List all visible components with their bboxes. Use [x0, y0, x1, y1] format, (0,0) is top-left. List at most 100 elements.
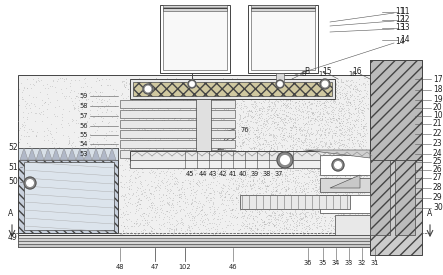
Point	[351, 197, 358, 202]
Point	[262, 180, 269, 184]
Point	[208, 100, 215, 105]
Point	[177, 140, 184, 144]
Point	[342, 128, 350, 132]
Point	[278, 78, 285, 82]
Point	[133, 109, 140, 114]
Point	[348, 210, 355, 215]
Point	[310, 92, 317, 97]
Point	[257, 181, 264, 186]
Point	[187, 118, 194, 122]
Point	[129, 94, 136, 99]
Point	[294, 174, 301, 178]
Point	[134, 127, 141, 132]
Point	[318, 175, 325, 180]
Point	[357, 166, 364, 170]
Point	[352, 141, 359, 145]
Point	[323, 149, 330, 153]
Point	[361, 159, 368, 164]
Point	[252, 222, 259, 227]
Point	[272, 170, 279, 174]
Point	[310, 81, 317, 86]
Point	[311, 174, 319, 178]
Point	[191, 134, 198, 139]
Point	[276, 108, 284, 112]
Point	[303, 92, 311, 96]
Point	[270, 106, 277, 110]
Point	[145, 74, 152, 78]
Point	[109, 115, 116, 119]
Point	[225, 80, 233, 84]
Point	[191, 82, 198, 86]
Point	[299, 223, 306, 228]
Point	[225, 154, 233, 158]
Point	[233, 96, 240, 100]
Point	[152, 150, 159, 155]
Point	[124, 130, 131, 135]
Point	[215, 222, 222, 227]
Point	[213, 183, 220, 187]
Point	[363, 117, 370, 121]
Point	[292, 204, 299, 208]
Point	[120, 99, 127, 104]
Point	[219, 90, 226, 95]
Point	[183, 164, 190, 169]
Point	[320, 223, 327, 227]
Point	[284, 77, 291, 82]
Point	[244, 132, 251, 136]
Point	[222, 84, 229, 89]
Point	[227, 169, 234, 174]
Point	[143, 114, 150, 119]
Point	[223, 155, 230, 159]
Point	[140, 89, 148, 94]
Point	[148, 138, 155, 142]
Point	[284, 101, 291, 106]
Point	[171, 175, 178, 179]
Point	[228, 154, 235, 158]
Point	[203, 85, 210, 90]
Point	[389, 151, 396, 156]
Point	[125, 192, 132, 196]
Point	[283, 120, 290, 125]
Point	[324, 112, 331, 117]
Point	[373, 129, 380, 134]
Point	[152, 95, 159, 99]
Point	[138, 88, 145, 92]
Point	[308, 77, 315, 81]
Point	[142, 161, 149, 165]
Point	[146, 142, 153, 146]
Point	[313, 91, 320, 95]
Point	[241, 129, 248, 133]
Point	[253, 127, 260, 132]
Point	[166, 136, 173, 141]
Point	[209, 97, 216, 101]
Point	[242, 106, 249, 111]
Point	[322, 131, 329, 136]
Point	[337, 141, 344, 145]
Point	[184, 120, 191, 124]
Point	[316, 167, 323, 171]
Point	[249, 106, 256, 111]
Point	[188, 172, 195, 176]
Point	[150, 139, 157, 144]
Point	[218, 97, 225, 101]
Point	[364, 166, 371, 171]
Point	[167, 142, 175, 147]
Point	[35, 111, 43, 115]
Point	[241, 136, 249, 141]
Point	[247, 144, 254, 148]
Point	[265, 78, 272, 82]
Point	[246, 200, 253, 205]
Point	[350, 180, 357, 185]
Point	[260, 133, 267, 138]
Point	[195, 155, 202, 159]
Point	[117, 232, 124, 236]
Point	[163, 193, 170, 197]
Point	[120, 85, 128, 89]
Point	[303, 96, 310, 100]
Point	[334, 137, 341, 141]
Point	[290, 224, 297, 229]
Point	[219, 157, 226, 161]
Point	[124, 109, 131, 113]
Point	[291, 206, 298, 210]
Point	[281, 189, 288, 194]
